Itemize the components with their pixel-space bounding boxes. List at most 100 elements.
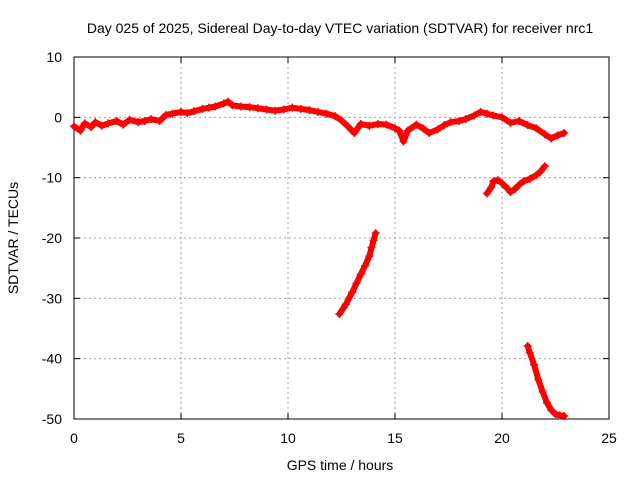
data-point-marker [104,119,113,128]
y-tick-label: 10 [46,49,62,65]
data-point-marker [395,126,404,135]
data-point-marker [560,129,569,138]
data-point-marker [498,179,506,188]
data-point-marker [341,300,350,309]
y-tick-label: -10 [42,170,62,186]
data-point-marker [119,120,128,129]
data-point-marker [183,109,192,118]
data-point-marker [553,131,562,140]
data-point-marker [343,122,352,131]
data-point-marker [91,118,100,127]
data-point-marker [425,129,434,138]
data-point-marker [540,162,549,171]
data-point-marker [489,177,498,186]
data-point-marker [534,375,543,384]
data-point-marker [493,176,502,185]
data-point-marker [361,261,370,270]
data-point-marker [391,124,399,133]
data-point-marker [337,116,346,125]
data-point-marker [224,97,233,106]
data-point-marker [211,102,220,111]
data-point-marker [461,115,470,124]
x-tick-label: 0 [70,430,78,446]
data-layer [70,97,569,420]
series-right-mid-segment [483,162,549,198]
data-point-marker [70,122,78,131]
y-tick-label: -20 [42,230,62,246]
data-point-marker [335,310,344,319]
data-point-marker [532,124,541,133]
data-point-marker [547,134,556,143]
data-point-marker [162,110,171,119]
data-point-marker [525,174,534,183]
x-tick-label: 20 [494,430,510,446]
data-point-marker [147,115,156,124]
data-point-marker [367,243,376,252]
data-point-marker [245,103,254,112]
data-point-marker [418,124,427,133]
series-mid-descent-segment [335,229,380,319]
data-point-marker [236,102,245,111]
data-point-marker [483,189,492,198]
data-point-marker [279,105,288,114]
data-point-marker [87,122,96,131]
grid-layer [74,57,609,419]
data-point-marker [560,411,569,420]
data-point-marker [348,288,357,297]
data-point-marker [80,119,89,128]
data-point-marker [76,126,85,135]
data-point-marker [168,109,177,118]
data-point-marker [228,101,237,110]
data-point-marker [525,348,534,357]
data-point-marker [433,125,442,134]
data-point-marker [365,121,374,130]
data-point-marker [356,119,365,128]
data-point-marker [382,120,391,129]
data-point-marker [506,188,515,197]
data-point-marker [523,341,532,350]
y-tick-label: -40 [42,351,62,367]
data-point-marker [198,104,207,113]
data-point-marker [271,106,280,115]
data-point-marker [177,107,185,116]
data-point-marker [262,105,271,114]
data-point-marker [365,252,374,261]
data-point-marker [313,107,322,116]
data-point-marker [373,119,382,128]
data-point-marker [489,111,498,120]
x-axis-label: GPS time / hours [287,457,394,473]
x-tick-label: 15 [387,430,403,446]
data-point-marker [455,116,464,125]
data-point-marker [551,410,560,419]
data-point-marker [540,130,549,139]
data-point-marker [371,229,380,238]
data-point-marker [204,103,213,112]
data-point-marker [530,360,539,369]
y-tick-label: -30 [42,290,62,306]
chart-title: Day 025 of 2025, Sidereal Day-to-day VTE… [87,20,593,36]
data-point-marker [112,116,121,125]
x-tick-label: 5 [177,430,185,446]
series-track [524,343,568,419]
data-point-marker [515,180,524,189]
data-point-marker [189,107,198,116]
data-point-marker [506,118,515,127]
data-point-marker [296,104,305,113]
data-point-marker [350,129,359,138]
data-point-marker [532,171,541,180]
data-point-marker [536,167,545,176]
data-point-marker [483,109,492,118]
data-point-marker [510,185,519,194]
data-point-marker [440,121,449,130]
data-point-marker [369,236,378,245]
data-point-marker [403,126,412,135]
data-point-marker [519,177,528,186]
data-point-marker [219,99,228,108]
data-point-marker [487,183,496,192]
series-main-track [70,97,569,146]
x-tick-label: 25 [601,430,617,446]
data-point-marker [331,112,340,121]
data-point-marker [97,121,106,130]
y-axis-label: SDTVAR / TECUs [5,182,21,294]
